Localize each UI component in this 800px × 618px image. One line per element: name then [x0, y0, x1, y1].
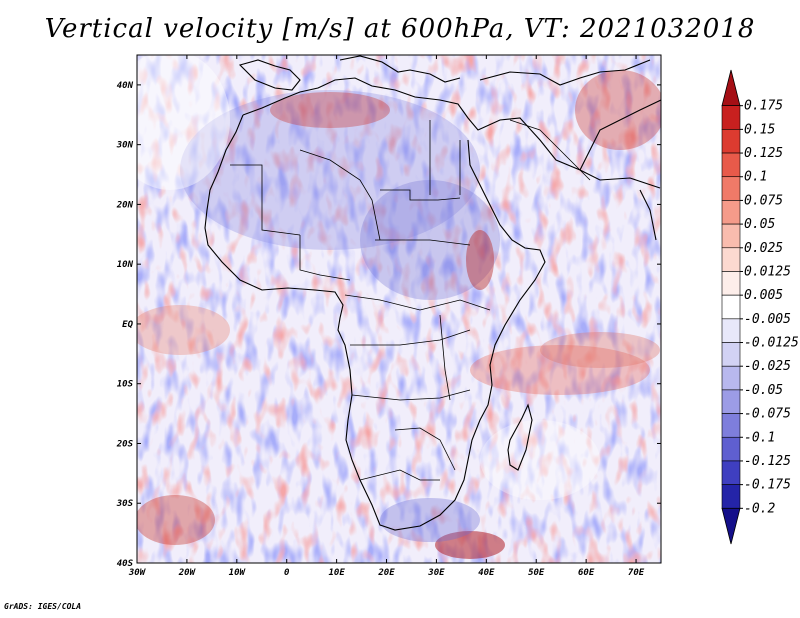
colorbar-cap-top — [721, 69, 741, 107]
colorbar-segment — [721, 200, 741, 225]
colorbar-label: 0.05 — [744, 217, 775, 232]
credit-text: GrADS: IGES/COLA — [4, 602, 82, 611]
colorbar-segment — [721, 176, 741, 201]
colorbar-label: -0.025 — [744, 359, 791, 374]
colorbar-segment — [721, 413, 741, 438]
colorbar-segment — [721, 436, 741, 462]
colorbar-label: 0.075 — [744, 193, 783, 208]
colorbar-segment — [721, 294, 741, 320]
colorbar-segment — [721, 365, 741, 391]
colorbar-label: 0.15 — [744, 122, 775, 137]
x-tick-label: 10W — [229, 568, 247, 578]
y-tick-label: EQ — [122, 320, 133, 330]
colorbar-segment — [721, 105, 741, 130]
colorbar-label: -0.175 — [744, 478, 791, 493]
colorbar-segment — [721, 247, 741, 272]
x-tick-label: 0 — [284, 568, 290, 578]
colorbar-label: 0.0125 — [744, 264, 791, 279]
colorbar-label: 0.005 — [744, 288, 783, 303]
y-tick-label: 40S — [117, 559, 134, 569]
colorbar-label: 0.1 — [744, 170, 767, 185]
colorbar-label: -0.1 — [744, 430, 775, 445]
colorbar-label: -0.125 — [744, 454, 791, 469]
x-axis: 30W 20W 10W 0 10E 20E 30E 40E 50E 60E 70E — [128, 55, 645, 578]
y-tick-label: 20N — [116, 200, 134, 210]
plot-frame — [136, 54, 662, 564]
x-tick-label: 10E — [328, 568, 345, 578]
x-tick-label: 30E — [427, 568, 445, 578]
y-tick-label: 40N — [117, 81, 134, 91]
colorbar-label: -0.075 — [744, 407, 791, 422]
y-tick-label: 30N — [116, 141, 134, 151]
colorbar-label: -0.05 — [744, 383, 783, 398]
colorbar-segment — [721, 129, 741, 154]
colorbar-label: 0.025 — [744, 241, 783, 256]
y-tick-label: 20S — [116, 439, 134, 449]
colorbar-segment — [721, 484, 741, 509]
y-tick-label: 10N — [117, 260, 134, 270]
colorbar-segment — [721, 223, 741, 249]
x-tick-label: 30W — [128, 568, 147, 578]
y-axis: 40N 30N 20N 10N EQ 10S 20S 30S 40S — [116, 81, 661, 569]
x-tick-label: 20W — [178, 568, 197, 578]
x-tick-label: 50E — [528, 568, 545, 578]
colorbar-segment — [721, 389, 741, 414]
country-borders — [230, 119, 591, 481]
colorbar-label: -0.0125 — [744, 336, 799, 351]
colorbar-segment — [721, 271, 741, 296]
colorbar-segment — [721, 342, 741, 367]
x-tick-label: 60E — [578, 568, 595, 578]
x-tick-label: 20E — [377, 568, 395, 578]
colorbar-label: 0.125 — [744, 146, 783, 161]
velocity-field — [137, 55, 661, 563]
coastlines — [204, 55, 661, 531]
y-tick-label: 10S — [117, 380, 134, 390]
colorbar: 0.175 0.15 0.125 0.1 0.075 0.05 0.025 0.0125 0.0… — [721, 69, 799, 545]
colorbar-segment — [721, 318, 741, 343]
colorbar-label: -0.2 — [744, 501, 775, 516]
colorbar-label: 0.175 — [744, 99, 783, 114]
colorbar-label: -0.005 — [744, 312, 791, 327]
y-tick-label: 30S — [116, 499, 134, 509]
map-title: Vertical velocity [m/s] at 600hPa, VT: 2… — [44, 14, 756, 44]
colorbar-segment — [721, 152, 741, 178]
colorbar-cap-bottom — [721, 507, 741, 545]
x-tick-label: 40E — [478, 568, 495, 578]
colorbar-segment — [721, 460, 741, 485]
x-tick-label: 70E — [628, 568, 645, 578]
